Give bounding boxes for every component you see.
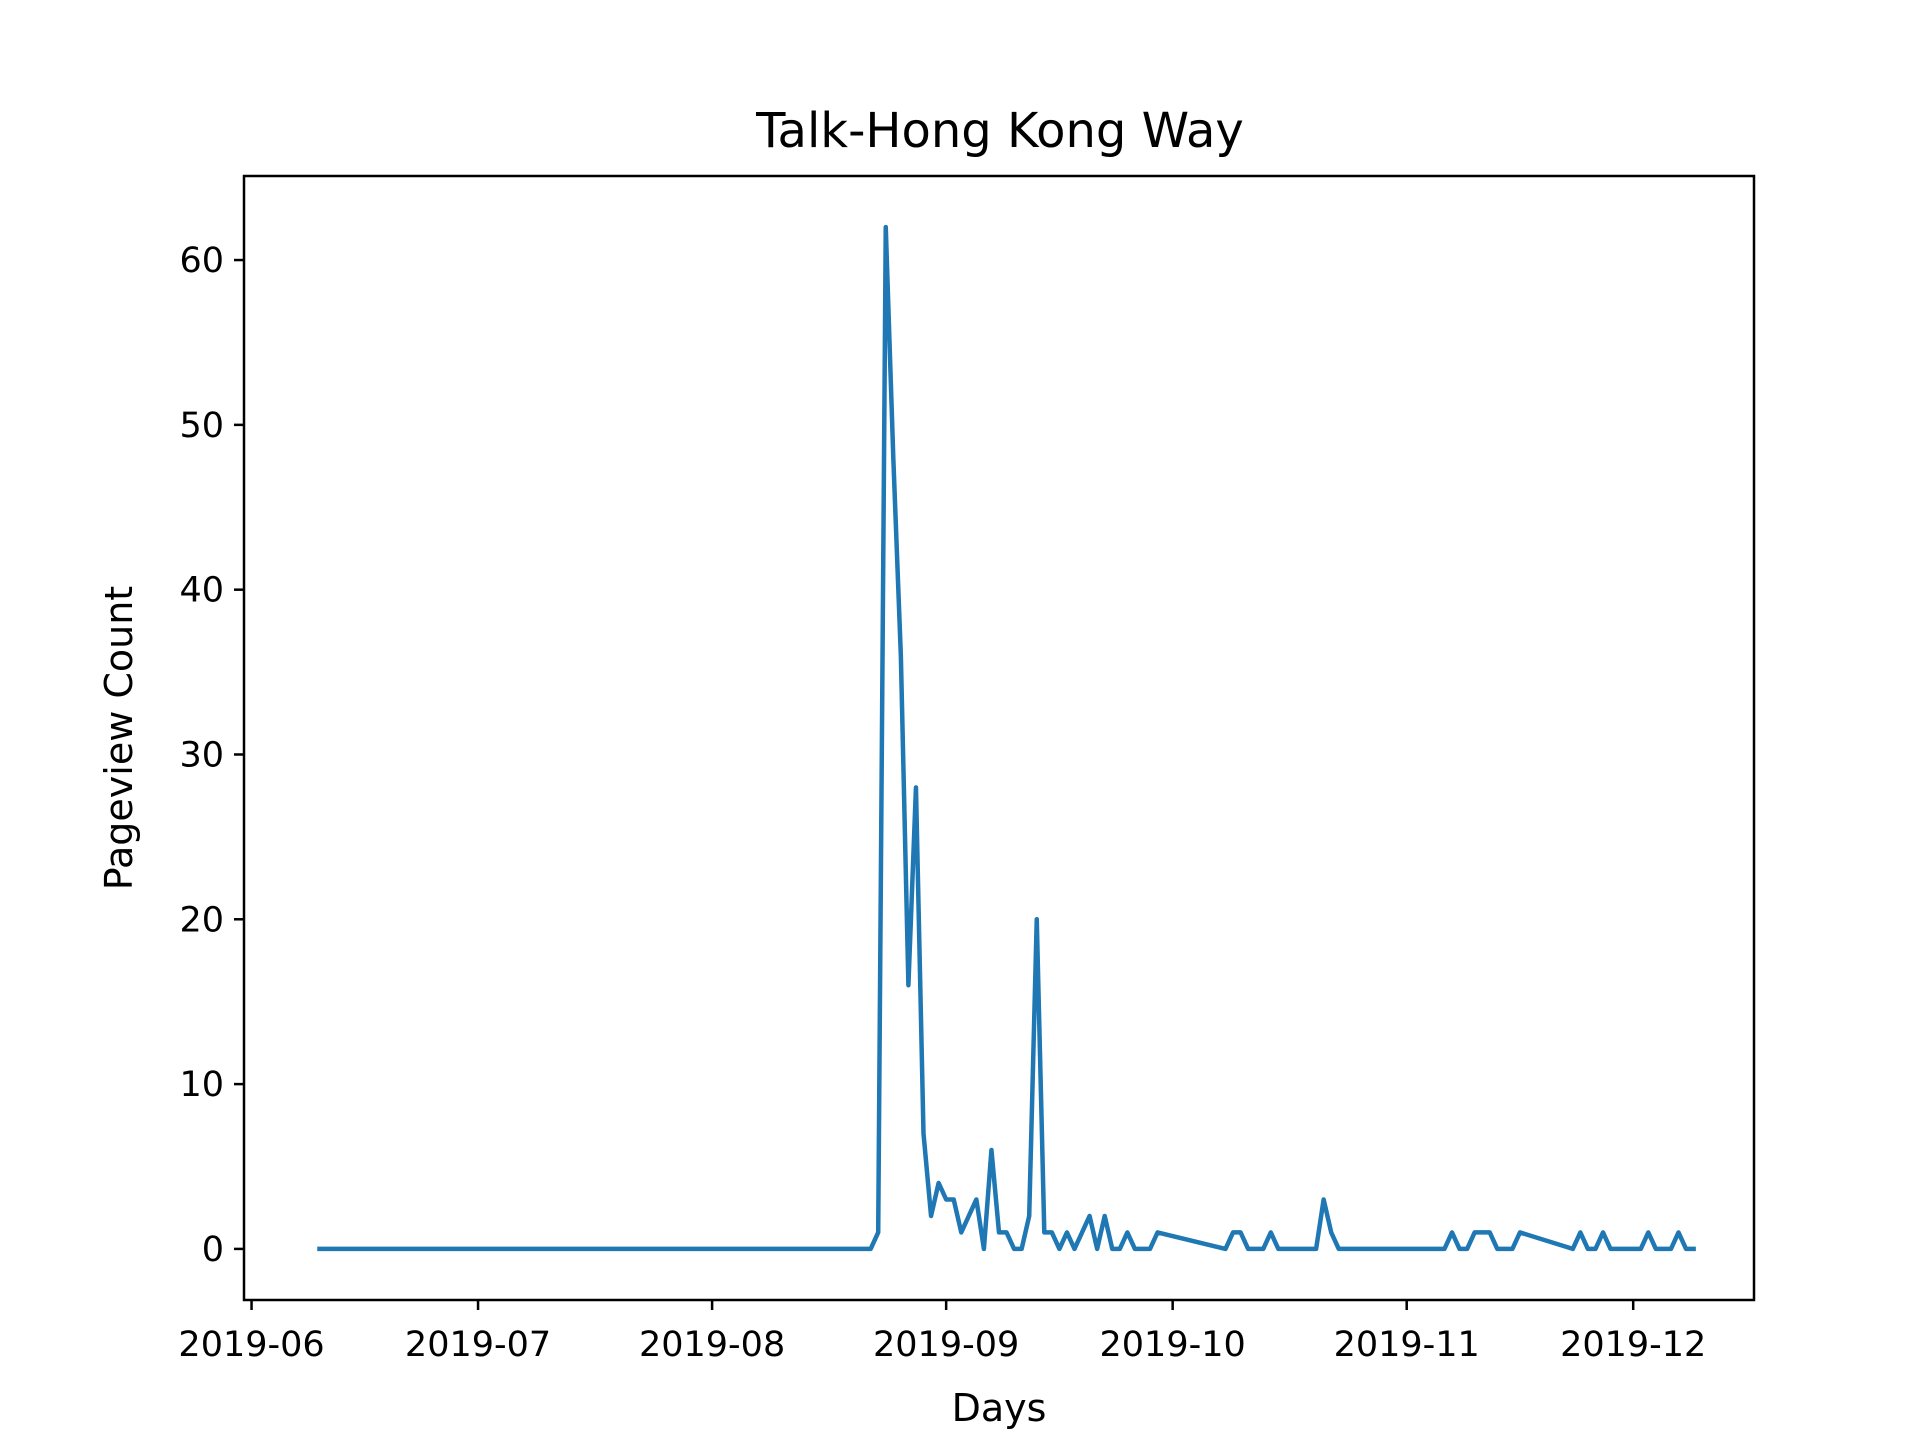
y-tick-label: 0 — [202, 1230, 224, 1270]
y-axis: 0 10 20 30 40 50 60 — [179, 241, 244, 1270]
x-axis: 2019-06 2019-07 2019-08 2019-09 2019-10 2019-… — [178, 1300, 1706, 1365]
y-tick-label: 30 — [179, 735, 224, 775]
series-line — [317, 224, 1696, 1252]
x-tick-label: 2019-06 — [178, 1325, 324, 1365]
x-axis-label: Days — [952, 1386, 1047, 1430]
plot-area — [317, 224, 1696, 1252]
x-tick-label: 2019-09 — [873, 1325, 1019, 1365]
x-tick-label: 2019-11 — [1334, 1325, 1480, 1365]
y-tick-label: 10 — [179, 1065, 224, 1105]
chart-title: Talk-Hong Kong Way — [755, 103, 1244, 159]
x-tick-label: 2019-12 — [1560, 1325, 1706, 1365]
y-tick-label: 20 — [179, 900, 224, 940]
axes-frame — [242, 174, 1756, 1302]
y-tick-label: 40 — [179, 571, 224, 611]
x-tick-label: 2019-10 — [1100, 1325, 1246, 1365]
x-tick-label: 2019-08 — [639, 1325, 785, 1365]
x-tick-label: 2019-07 — [405, 1325, 551, 1365]
y-tick-label: 50 — [179, 406, 224, 446]
y-tick-label: 60 — [179, 241, 224, 281]
y-axis-label: Pageview Count — [97, 586, 141, 890]
